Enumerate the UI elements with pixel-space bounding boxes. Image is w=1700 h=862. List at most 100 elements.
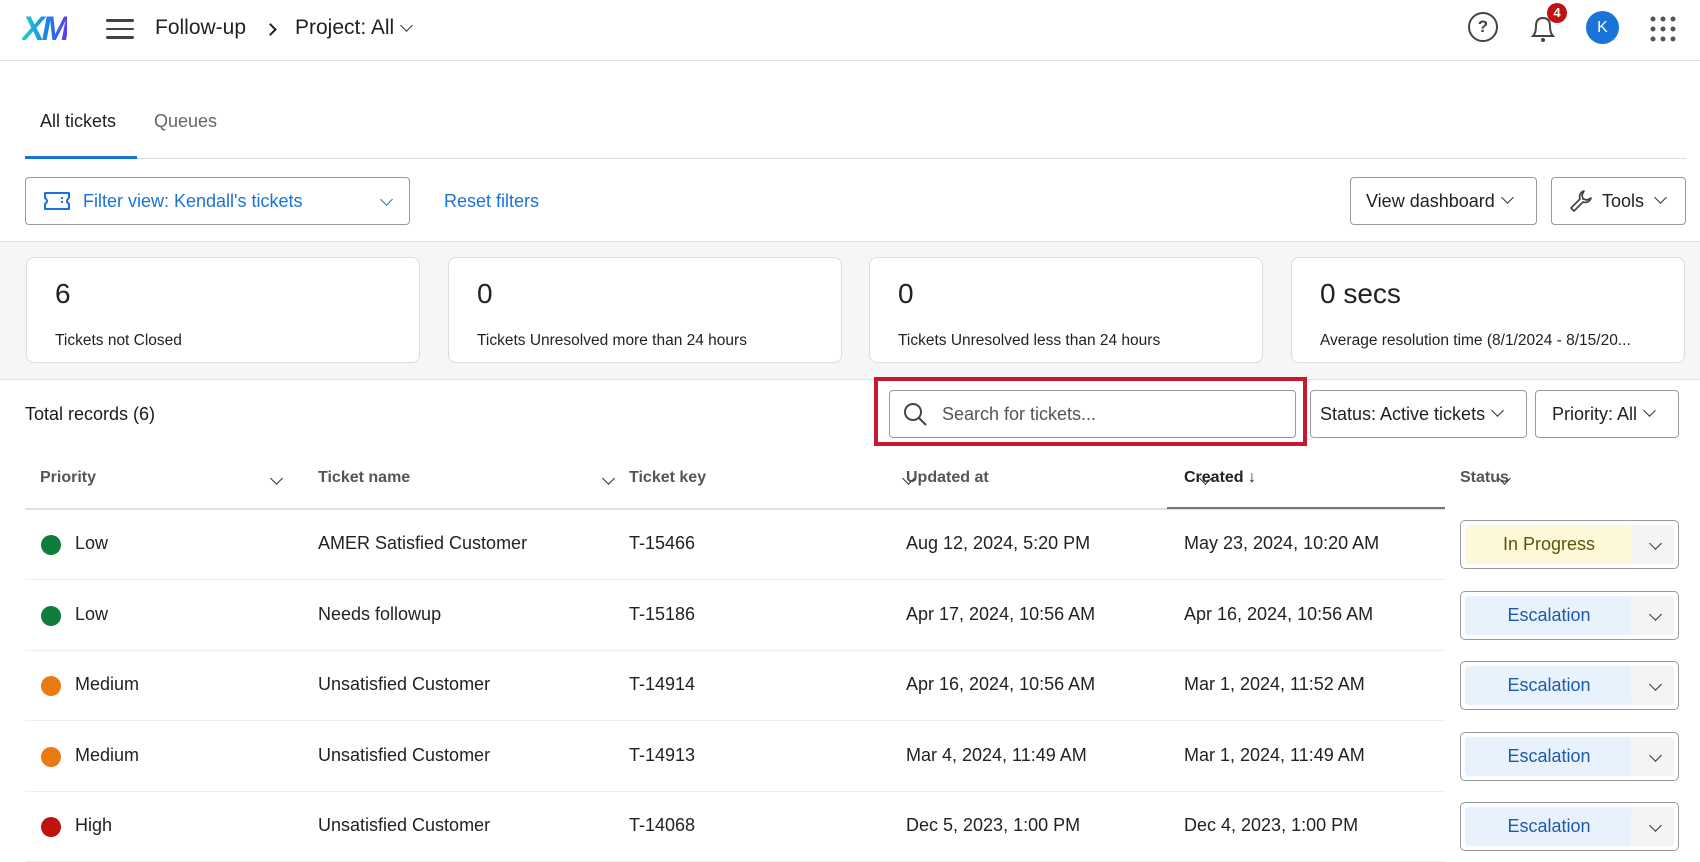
priority-dot-icon bbox=[41, 535, 61, 555]
table-row[interactable]: Medium Unsatisfied Customer T-14914 Apr … bbox=[25, 650, 1679, 721]
ticket-name-cell[interactable]: Unsatisfied Customer bbox=[318, 815, 491, 835]
column-menu-chevron-icon[interactable] bbox=[270, 472, 283, 485]
column-menu-chevron-icon[interactable] bbox=[602, 472, 616, 485]
search-highlight-box bbox=[874, 377, 1307, 446]
view-dashboard-button[interactable]: View dashboard bbox=[1350, 177, 1537, 225]
breadcrumb-follow-up[interactable]: Follow-up bbox=[155, 16, 247, 39]
priority-cell: High bbox=[75, 815, 113, 835]
column-header-updated-at[interactable]: Updated at bbox=[906, 469, 989, 486]
table-row[interactable]: High Unsatisfied Customer T-14068 Dec 5,… bbox=[25, 791, 1679, 862]
status-dropdown[interactable]: In Progress bbox=[1460, 520, 1679, 569]
chevron-down-icon bbox=[1649, 607, 1662, 621]
column-header-ticket-key[interactable]: Ticket key bbox=[629, 469, 707, 486]
status-dropdown[interactable]: Escalation bbox=[1460, 590, 1679, 640]
chevron-down-icon bbox=[400, 19, 414, 32]
priority-filter-label: Priority: All bbox=[1552, 403, 1638, 424]
priority-cell: Low bbox=[75, 533, 109, 553]
ticket-name-cell[interactable]: AMER Satisfied Customer bbox=[318, 533, 528, 553]
table-row[interactable]: Medium Unsatisfied Customer T-14913 Mar … bbox=[25, 721, 1679, 792]
created-cell: Mar 1, 2024, 11:49 AM bbox=[1184, 744, 1365, 765]
priority-cell: Medium bbox=[75, 744, 140, 765]
status-badge: Escalation bbox=[1465, 736, 1633, 776]
stat-card-unresolved-more-24h: 0 Tickets Unresolved more than 24 hours bbox=[448, 257, 842, 363]
tab-divider bbox=[25, 158, 1686, 159]
status-filter-dropdown[interactable]: Status: Active tickets bbox=[1310, 390, 1527, 438]
help-icon[interactable]: ? bbox=[1468, 12, 1498, 42]
table-row[interactable]: Low AMER Satisfied Customer T-15466 Aug … bbox=[25, 509, 1679, 580]
created-cell: May 23, 2024, 10:20 AM bbox=[1184, 533, 1380, 553]
status-dropdown[interactable]: Escalation bbox=[1460, 802, 1679, 851]
status-chevron-button[interactable] bbox=[1631, 666, 1674, 705]
table-header-divider bbox=[25, 508, 1445, 510]
priority-cell: Low bbox=[75, 603, 109, 624]
stat-value: 0 bbox=[898, 278, 914, 309]
column-header-status[interactable]: Status bbox=[1460, 469, 1509, 486]
tab-all-tickets[interactable]: All tickets bbox=[40, 111, 117, 131]
stat-card-not-closed: 6 Tickets not Closed bbox=[26, 257, 420, 363]
project-selector[interactable]: Project: All bbox=[295, 16, 414, 40]
search-icon bbox=[904, 403, 927, 426]
stat-label: Tickets Unresolved more than 24 hours bbox=[477, 332, 747, 349]
chevron-down-icon bbox=[1649, 537, 1662, 550]
chevron-down-icon bbox=[1654, 190, 1667, 204]
stat-card-unresolved-less-24h: 0 Tickets Unresolved less than 24 hours bbox=[869, 257, 1263, 363]
reset-filters-link[interactable]: Reset filters bbox=[444, 191, 540, 211]
ticket-key-cell: T-14914 bbox=[629, 674, 696, 694]
status-chevron-button[interactable] bbox=[1631, 595, 1674, 635]
ticket-key-cell: T-15466 bbox=[629, 533, 696, 553]
priority-filter-dropdown[interactable]: Priority: All bbox=[1535, 390, 1679, 438]
xm-logo[interactable]: XM bbox=[22, 10, 70, 48]
bell-icon[interactable] bbox=[1527, 11, 1559, 45]
tab-queues[interactable]: Queues bbox=[154, 111, 218, 131]
ticket-key-cell: T-14913 bbox=[629, 744, 696, 765]
status-badge: In Progress bbox=[1465, 525, 1633, 564]
status-dropdown[interactable]: Escalation bbox=[1460, 731, 1679, 781]
ticket-key-cell: T-15186 bbox=[629, 603, 696, 624]
ticket-name-cell[interactable]: Needs followup bbox=[318, 603, 442, 624]
created-cell: Dec 4, 2023, 1:00 PM bbox=[1184, 815, 1359, 835]
stat-label: Tickets not Closed bbox=[55, 332, 182, 349]
notification-badge: 4 bbox=[1547, 3, 1567, 23]
stat-value: 0 secs bbox=[1320, 278, 1401, 309]
created-cell: Apr 16, 2024, 10:56 AM bbox=[1184, 603, 1374, 624]
status-dropdown[interactable]: Escalation bbox=[1460, 661, 1679, 710]
top-header bbox=[0, 0, 1700, 61]
status-badge: Escalation bbox=[1465, 595, 1633, 635]
status-chevron-button[interactable] bbox=[1631, 807, 1674, 846]
column-header-ticket-name[interactable]: Ticket name bbox=[318, 469, 411, 486]
updated-at-cell: Aug 12, 2024, 5:20 PM bbox=[906, 533, 1091, 553]
wrench-icon bbox=[1570, 190, 1592, 212]
chevron-down-icon bbox=[1649, 819, 1662, 832]
updated-at-cell: Mar 4, 2024, 11:49 AM bbox=[906, 744, 1087, 765]
chevron-down-icon bbox=[1643, 403, 1656, 417]
priority-cell: Medium bbox=[75, 674, 140, 694]
column-header-created[interactable]: Created ↓ bbox=[1184, 469, 1257, 486]
updated-at-cell: Apr 16, 2024, 10:56 AM bbox=[906, 674, 1096, 694]
hamburger-menu-icon[interactable] bbox=[106, 19, 134, 39]
filter-view-dropdown[interactable]: Filter view: Kendall's tickets bbox=[25, 177, 410, 225]
column-header-priority[interactable]: Priority bbox=[40, 469, 97, 486]
app-grid-icon[interactable] bbox=[1649, 15, 1677, 43]
stat-label: Average resolution time (8/1/2024 - 8/15… bbox=[1320, 332, 1631, 349]
ticket-name-cell[interactable]: Unsatisfied Customer bbox=[318, 674, 491, 694]
search-input[interactable]: Search for tickets... bbox=[889, 390, 1296, 438]
chevron-down-icon bbox=[1649, 678, 1662, 691]
stat-value: 6 bbox=[55, 278, 71, 309]
stat-card-avg-resolution: 0 secs Average resolution time (8/1/2024 … bbox=[1291, 257, 1685, 363]
ticket-icon bbox=[44, 192, 70, 210]
status-chevron-button[interactable] bbox=[1631, 525, 1674, 564]
status-chevron-button[interactable] bbox=[1631, 736, 1674, 776]
active-tab-indicator bbox=[25, 156, 137, 159]
tools-button[interactable]: Tools bbox=[1551, 177, 1686, 225]
avatar[interactable]: K bbox=[1586, 11, 1619, 44]
project-label: Project: All bbox=[295, 16, 395, 39]
status-badge: Escalation bbox=[1465, 666, 1633, 705]
ticket-name-cell[interactable]: Unsatisfied Customer bbox=[318, 744, 491, 765]
ticket-key-cell: T-14068 bbox=[629, 815, 696, 835]
table-row[interactable]: Low Needs followup T-15186 Apr 17, 2024,… bbox=[25, 580, 1679, 651]
stat-value: 0 bbox=[477, 278, 493, 309]
updated-at-cell: Dec 5, 2023, 1:00 PM bbox=[906, 815, 1081, 835]
chevron-down-icon bbox=[1649, 748, 1662, 762]
chevron-down-icon bbox=[380, 193, 393, 206]
sorted-column-indicator bbox=[1167, 507, 1445, 509]
